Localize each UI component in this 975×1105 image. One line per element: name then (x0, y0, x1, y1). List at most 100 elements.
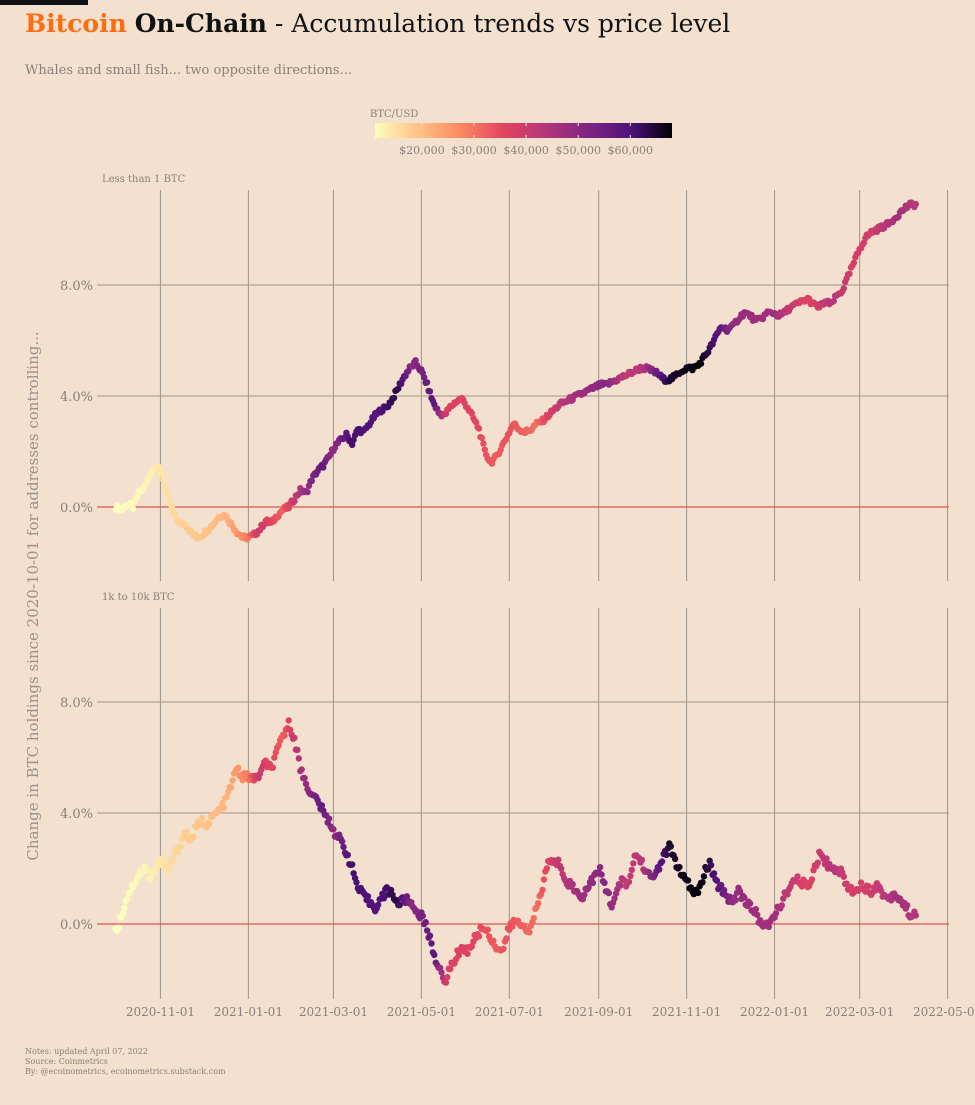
data-point (380, 895, 388, 902)
data-point (555, 856, 562, 863)
data-point (349, 861, 356, 868)
data-point (165, 864, 173, 871)
data-point (784, 891, 791, 898)
data-point (710, 870, 718, 877)
x-tick-label: 2022-05-01 (913, 1005, 975, 1019)
legend-colorbar (375, 123, 672, 138)
data-point (302, 780, 310, 787)
data-point (431, 951, 438, 959)
source-text: Source: Coinmetrics (25, 1057, 108, 1066)
data-point (275, 742, 282, 749)
data-point (699, 879, 706, 886)
data-point (301, 774, 308, 782)
data-point (530, 915, 537, 922)
data-point (396, 901, 403, 909)
data-point (778, 902, 785, 909)
data-point (206, 820, 213, 828)
title-brand: Bitcoin (25, 9, 127, 38)
data-point (808, 876, 816, 883)
data-point (478, 434, 486, 442)
data-point (349, 441, 356, 448)
data-point (589, 879, 597, 887)
data-point (720, 886, 728, 894)
data-point (847, 883, 855, 891)
data-point (160, 476, 167, 483)
data-point (291, 734, 298, 742)
data-point (235, 764, 242, 771)
data-point (534, 900, 542, 907)
data-point (754, 911, 761, 919)
y-tick-label: 8.0% (60, 279, 93, 294)
notes-text: Notes: updated April 07, 2022 (25, 1047, 148, 1056)
data-point (671, 855, 679, 863)
data-point (840, 285, 847, 292)
y-tick-label: 0.0% (60, 501, 93, 516)
data-point (269, 764, 277, 771)
data-point (814, 859, 821, 866)
data-point (617, 882, 624, 889)
data-point (846, 270, 853, 278)
data-point (419, 912, 426, 920)
data-point (823, 855, 830, 862)
legend-tick-label: $40,000 (503, 144, 549, 157)
data-point (468, 410, 475, 417)
data-point (663, 851, 670, 859)
data-point (707, 861, 715, 869)
data-point (423, 379, 431, 386)
data-point (676, 863, 683, 871)
data-point (780, 895, 787, 902)
data-point (746, 900, 754, 907)
panel-title: 1k to 10k BTC (102, 592, 175, 603)
data-point (850, 259, 858, 266)
data-point (421, 374, 428, 381)
chart-canvas: BTC/USD $20,000 $30,000 $40,000 $50,000 $60,0… (24, 109, 975, 1019)
data-point (741, 894, 748, 901)
data-point (475, 425, 483, 432)
data-point (713, 877, 721, 884)
data-point (464, 950, 471, 957)
data-point (569, 881, 576, 888)
data-point (667, 843, 674, 850)
data-point (426, 388, 434, 395)
data-point (736, 888, 744, 895)
data-point (540, 876, 548, 883)
legend-tick-label: $30,000 (451, 144, 497, 157)
x-tick-label: 2021-03-01 (299, 1005, 368, 1019)
data-point (484, 926, 491, 933)
data-point (658, 858, 666, 865)
top-accent-bar (0, 0, 88, 5)
data-point (596, 864, 604, 871)
data-point (364, 893, 372, 900)
y-tick-label: 0.0% (60, 918, 93, 933)
data-point (475, 933, 483, 940)
data-point (638, 856, 646, 864)
data-point (904, 902, 911, 909)
data-point (171, 510, 178, 517)
data-point (718, 881, 725, 889)
data-point (295, 755, 302, 762)
data-point (605, 889, 612, 897)
x-tick-label: 2022-03-01 (825, 1005, 894, 1019)
data-point (447, 965, 454, 973)
data-point (344, 851, 351, 859)
data-point (472, 419, 480, 426)
data-point (220, 804, 228, 812)
data-point (229, 777, 236, 784)
chart-subtitle: Whales and small fish... two opposite di… (25, 63, 352, 78)
byline-text: By: @ecoinometrics, ecoinometrics.substa… (25, 1067, 226, 1076)
data-point (581, 891, 588, 899)
data-point (481, 446, 488, 453)
data-point (124, 895, 131, 902)
data-point (325, 815, 333, 822)
data-point (115, 924, 122, 931)
data-point (656, 866, 663, 873)
data-point (294, 746, 301, 754)
data-point (223, 793, 230, 801)
data-point (543, 865, 550, 872)
data-point (174, 849, 181, 856)
data-point (227, 784, 235, 791)
data-point (338, 838, 346, 845)
data-point (601, 879, 608, 887)
data-point (291, 498, 298, 505)
data-point (134, 493, 141, 501)
